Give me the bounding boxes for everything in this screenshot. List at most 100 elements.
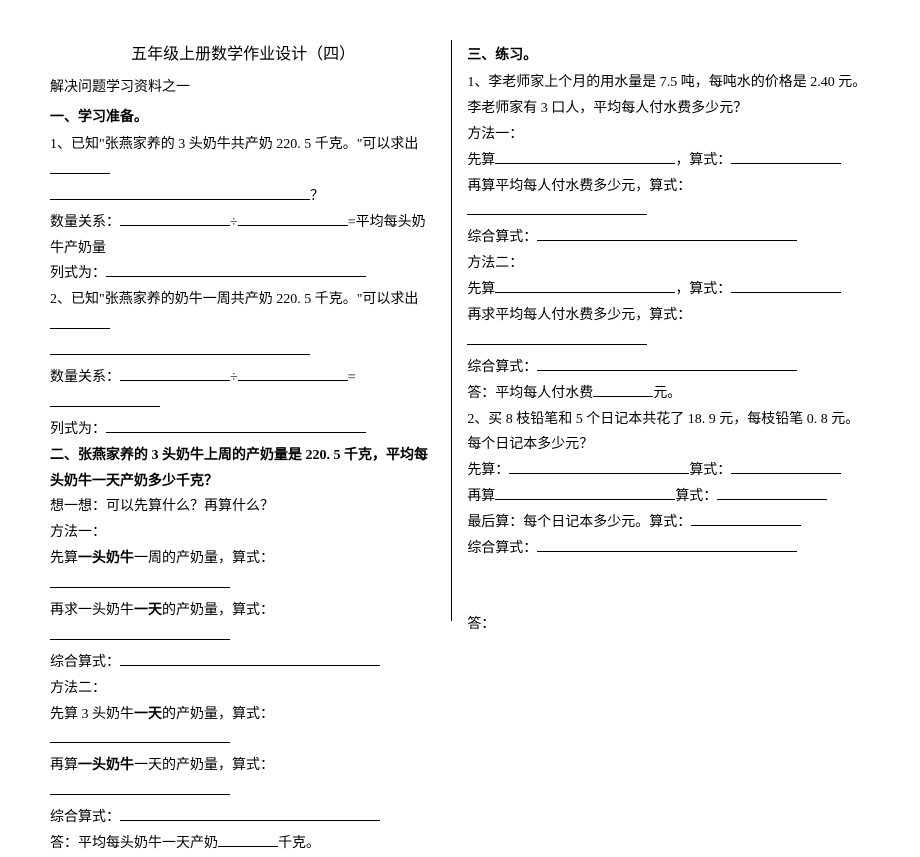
blank <box>50 574 230 588</box>
blank <box>731 150 841 164</box>
text: 千克。 <box>278 836 320 851</box>
text: 一天 <box>134 707 162 722</box>
text: ÷ <box>230 215 238 230</box>
text: 先算 <box>467 153 495 168</box>
s3-m2: 方法二： <box>467 251 870 277</box>
blank <box>731 279 841 293</box>
section-1-head: 一、学习准备。 <box>50 106 436 126</box>
text: 最后算：每个日记本多少元。算式： <box>467 515 691 530</box>
s3-m1-comp: 综合算式： <box>467 225 870 251</box>
s3-q2-calc2: 再算算式： <box>467 484 870 510</box>
s1-exp1: 列式为： <box>50 261 436 287</box>
text: ，算式： <box>675 282 731 297</box>
s2-think: 想一想：可以先算什么？再算什么？ <box>50 494 436 520</box>
text: 综合算式： <box>50 655 120 670</box>
s3-ans1: 答：平均每人付水费 元。 <box>467 381 870 407</box>
page-title: 五年级上册数学作业设计（四） <box>50 40 436 64</box>
text: 答：平均每头奶牛一天产奶 <box>50 836 218 851</box>
subtitle: 解决问题学习资料之一 <box>50 76 436 96</box>
blank <box>717 486 827 500</box>
s3-m2-calc: 先算 ，算式： <box>467 277 870 303</box>
text: 算式： <box>675 489 717 504</box>
blank <box>537 538 797 552</box>
s3-q2-calc1: 先算： 算式： <box>467 458 870 484</box>
s1-rel2: 数量关系：÷= <box>50 365 436 417</box>
s2-ans: 答：平均每头奶牛一天产奶 千克。 <box>50 831 436 857</box>
s2-m1: 方法一： <box>50 520 436 546</box>
text: 综合算式： <box>467 360 537 375</box>
blank <box>731 460 841 474</box>
text: 答：平均每人付水费 <box>467 386 593 401</box>
s1-q2: 2、已知"张燕家养的奶牛一周共产奶 220. 5 千克。"可以求出 <box>50 287 436 339</box>
blank <box>120 807 380 821</box>
text: 综合算式： <box>50 810 120 825</box>
section-3-head: 三、练习。 <box>467 44 870 64</box>
blank <box>50 160 110 174</box>
right-column: 三、练习。 1、李老师家上个月的用水量是 7.5 吨，每吨水的价格是 2.40 … <box>452 40 870 621</box>
text: = <box>348 370 356 385</box>
text: 2、已知"张燕家养的奶牛一周共产奶 220. 5 千克。"可以求出 <box>50 292 418 307</box>
blank <box>50 626 230 640</box>
blank <box>593 383 653 397</box>
s1-q1b: ？ <box>50 184 436 210</box>
blank <box>467 331 647 345</box>
s2-m1a: 先算一头奶牛一周的产奶量，算式： <box>50 546 436 598</box>
blank <box>50 781 230 795</box>
s1-rel1: 数量关系：÷=平均每头奶牛产奶量 <box>50 210 436 262</box>
blank <box>50 393 160 407</box>
text: 一天的产奶量，算式： <box>134 758 274 773</box>
text: 算式： <box>689 463 731 478</box>
text: 一周的产奶量，算式： <box>134 551 274 566</box>
blank <box>238 367 348 381</box>
s3-q1b: 李老师家有 3 口人，平均每人付水费多少元？ <box>467 96 870 122</box>
s1-exp2: 列式为： <box>50 417 436 443</box>
blank <box>106 419 366 433</box>
blank <box>537 227 797 241</box>
text: 先算： <box>467 463 509 478</box>
blank <box>218 833 278 847</box>
s2-m1b: 再求一头奶牛一天的产奶量，算式： <box>50 598 436 650</box>
text: 综合算式： <box>467 230 537 245</box>
text: 元。 <box>653 386 681 401</box>
text: 数量关系： <box>50 370 120 385</box>
text: 再求平均每人付水费多少元，算式： <box>467 308 691 323</box>
text: 的产奶量，算式： <box>162 603 274 618</box>
text: ，算式： <box>675 153 731 168</box>
blank <box>495 279 675 293</box>
s2-m2: 方法二： <box>50 676 436 702</box>
s3-q1a: 1、李老师家上个月的用水量是 7.5 吨，每吨水的价格是 2.40 元。 <box>467 70 870 96</box>
blank <box>238 212 348 226</box>
s1-q1: 1、已知"张燕家养的 3 头奶牛共产奶 220. 5 千克。"可以求出 <box>50 132 436 184</box>
text: 先算 <box>50 551 78 566</box>
text: 列式为： <box>50 266 106 281</box>
blank <box>50 729 230 743</box>
blank <box>509 460 689 474</box>
s3-m1-calc: 先算 ，算式： <box>467 148 870 174</box>
text: 先算 <box>467 282 495 297</box>
s3-m2-avg: 再求平均每人付水费多少元，算式： <box>467 303 870 355</box>
blank <box>106 263 366 277</box>
blank <box>120 212 230 226</box>
text: 一头奶牛 <box>78 551 134 566</box>
s2-comp2: 综合算式： <box>50 805 436 831</box>
left-column: 五年级上册数学作业设计（四） 解决问题学习资料之一 一、学习准备。 1、已知"张… <box>50 40 451 621</box>
text: 的产奶量，算式： <box>162 707 274 722</box>
blank <box>50 186 310 200</box>
s3-q2-last: 最后算：每个日记本多少元。算式： <box>467 510 870 536</box>
blank <box>50 315 110 329</box>
blank <box>691 512 801 526</box>
section-2-head: 二、张燕家养的 3 头奶牛上周的产奶量是 220. 5 千克，平均每头奶牛一天产… <box>50 443 436 495</box>
text: 再算平均每人付水费多少元，算式： <box>467 179 691 194</box>
s1-q2b <box>50 339 436 365</box>
text: 一天 <box>134 603 162 618</box>
blank <box>467 201 647 215</box>
s2-m2b: 再算一头奶牛一天的产奶量，算式： <box>50 753 436 805</box>
text: 先算 3 头奶牛 <box>50 707 134 722</box>
blank <box>120 652 380 666</box>
text: 再求一头奶牛 <box>50 603 134 618</box>
s3-m1: 方法一： <box>467 122 870 148</box>
text: 数量关系： <box>50 215 120 230</box>
s3-q2-comp: 综合算式： <box>467 536 870 562</box>
text: ？ <box>310 189 324 204</box>
blank <box>495 486 675 500</box>
